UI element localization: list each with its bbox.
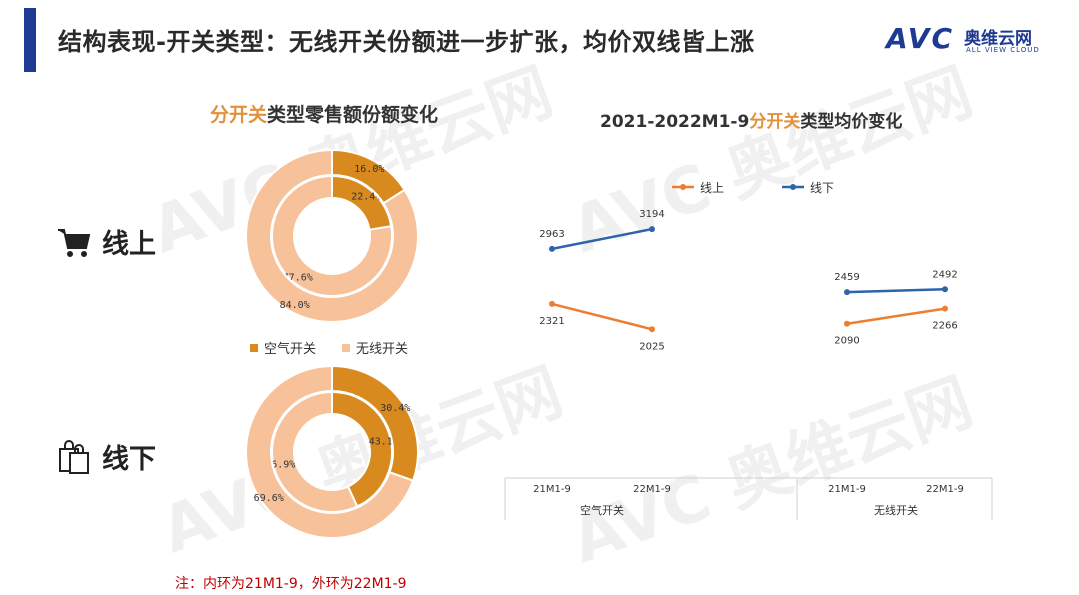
x-tick-label-0-0: 21M1-9 — [533, 484, 571, 495]
legend-item-air: 空气开关 — [250, 338, 316, 357]
series-1-group-0-point-0 — [549, 245, 555, 252]
title-accent-bar — [24, 8, 36, 72]
legend-swatch-air — [250, 343, 258, 352]
donut1-outer-slice-1 — [245, 364, 415, 539]
channel-online: 线上 — [56, 222, 156, 261]
channel-offline: 线下 — [56, 437, 156, 476]
series-0-group-1-point-0 — [844, 320, 850, 327]
donut0-inner-label-1: 77.6% — [283, 272, 313, 283]
series-0-group-1-label-1: 2266 — [932, 321, 957, 332]
logo-cn-text: 奥维云网 — [964, 29, 1032, 49]
x-tick-label-1-0: 21M1-9 — [828, 484, 866, 495]
x-tick-label-0-1: 22M1-9 — [633, 484, 671, 495]
series-1-group-0-point-1 — [649, 226, 655, 233]
legend-label-1: 线下 — [810, 181, 834, 195]
logo-avc-text: AVC — [886, 22, 954, 55]
donut-title-highlight: 分开关 — [210, 104, 268, 126]
donut-legend: 空气开关 无线开关 — [250, 338, 408, 357]
donut1-inner-label-1: 56.9% — [265, 459, 295, 470]
line-chart-title: 2021-2022M1-9分开关类型均价变化 — [600, 107, 902, 132]
donut1-inner-slice-0 — [331, 390, 393, 508]
x-tick-label-1-1: 22M1-9 — [926, 484, 964, 495]
series-0-group-1-label-0: 2090 — [834, 336, 859, 347]
donut0-outer-label-1: 84.0% — [280, 300, 310, 311]
series-1-group-1-line — [846, 288, 946, 294]
page-title: 结构表现-开关类型：无线开关份额进一步扩张，均价双线皆上涨 — [58, 28, 755, 56]
series-0-group-0-label-1: 2025 — [639, 341, 664, 352]
footnote: 注：内环为21M1-9，外环为22M1-9 — [175, 576, 407, 592]
legend-swatch-wireless — [342, 343, 351, 352]
channel-label-online: 线上 — [102, 229, 156, 260]
donut0-inner-label-0: 22.4% — [351, 192, 381, 203]
series-1-group-0-label-0: 2963 — [539, 229, 564, 240]
donut-title-rest: 类型零售额份额变化 — [267, 104, 439, 126]
donut1-inner-slice-1 — [271, 390, 359, 513]
legend-marker-0 — [680, 184, 686, 190]
line-title-highlight: 分开关 — [749, 112, 801, 132]
avc-logo: AVC 奥维云网 ALL VIEW CLOUD — [886, 22, 1056, 62]
legend-label-0: 线上 — [700, 181, 724, 195]
donut-chart-title: 分开关类型零售额份额变化 — [210, 100, 438, 127]
legend-label-air: 空气开关 — [264, 342, 317, 357]
logo-en-text: ALL VIEW CLOUD — [966, 46, 1040, 54]
shopping-bag-icon — [59, 439, 89, 474]
donut0-outer-label-0: 16.0% — [354, 164, 384, 175]
series-1-group-1-label-1: 2492 — [932, 269, 957, 280]
series-1-group-1-point-0 — [844, 289, 850, 296]
series-1-group-1-point-1 — [942, 286, 948, 293]
x-group-label-1: 无线开关 — [874, 503, 918, 517]
shopping-cart-icon — [58, 228, 91, 257]
channel-label-offline: 线下 — [102, 444, 156, 475]
line-title-prefix: 2021-2022M1-9 — [600, 112, 750, 132]
legend-item-wireless: 无线开关 — [342, 338, 408, 357]
line-title-rest: 类型均价变化 — [800, 112, 903, 132]
donut-charts: 22.4% 77.6% 16.0% 84.0% 43.1% 56.9% 30.4% 69.6% — [245, 148, 419, 539]
legend-label-wireless: 无线开关 — [356, 342, 409, 357]
series-0-group-0-point-0 — [549, 300, 555, 307]
donut0-outer-slice-1 — [245, 148, 419, 323]
donut1-outer-label-0: 30.4% — [380, 403, 410, 414]
donut1-outer-label-1: 69.6% — [254, 493, 284, 504]
series-0-group-0-point-1 — [649, 326, 655, 333]
series-0-group-0-label-0: 2321 — [539, 316, 564, 327]
series-0-group-1-line — [846, 307, 946, 325]
series-0-group-0-line — [551, 302, 653, 331]
series-1-group-1-label-0: 2459 — [834, 272, 859, 283]
line-chart: 线上 线下 2321 2025 2090 2266 2963 3194 2459 2492 21M1… — [504, 181, 993, 520]
donut0-inner-slice-1 — [271, 174, 393, 297]
series-0-group-1-point-1 — [942, 305, 948, 312]
series-1-group-0-line — [551, 227, 653, 251]
donut1-inner-label-0: 43.1% — [369, 437, 399, 448]
legend-marker-1 — [790, 184, 796, 190]
x-group-label-0: 空气开关 — [580, 503, 624, 517]
series-1-group-0-label-1: 3194 — [639, 209, 664, 220]
